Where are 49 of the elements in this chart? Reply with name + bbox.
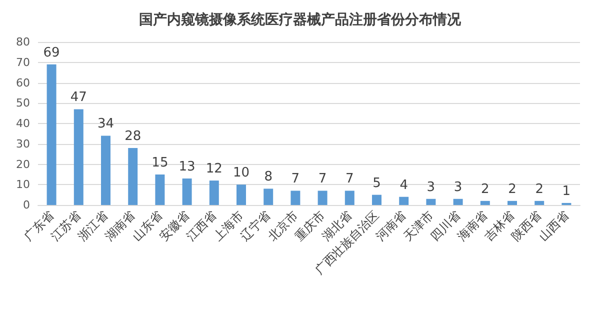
bar (290, 190, 300, 205)
data-label: 2 (535, 182, 544, 197)
bar (46, 64, 56, 205)
y-tick-label: 0 (23, 198, 30, 212)
bar (480, 200, 490, 205)
data-label: 12 (206, 162, 222, 177)
data-label: 28 (124, 128, 142, 144)
chart-title: 国产内窥镜摄像系统医疗器械产品注册省份分布情况 (139, 11, 462, 28)
bar (318, 190, 328, 205)
data-label: 5 (372, 176, 381, 191)
y-tick-label: 50 (16, 96, 30, 110)
bar (264, 188, 274, 205)
data-label: 7 (291, 172, 300, 187)
bar (453, 198, 463, 205)
y-tick-label: 70 (16, 56, 30, 69)
data-label: 2 (481, 182, 490, 197)
bar (426, 198, 436, 205)
data-label: 10 (232, 166, 250, 181)
bar (508, 200, 517, 205)
data-label: 13 (178, 160, 196, 175)
bar (209, 180, 219, 205)
data-label: 7 (318, 172, 327, 187)
data-label: 8 (264, 170, 272, 185)
y-tick-label: 30 (16, 137, 30, 150)
bar (101, 136, 110, 205)
data-label: 15 (152, 155, 168, 170)
bar (128, 148, 138, 205)
data-label: 7 (346, 172, 354, 187)
y-tick-label: 40 (16, 117, 30, 130)
bar (182, 178, 192, 205)
bar (399, 196, 409, 205)
bar (372, 194, 382, 205)
data-label: 3 (426, 180, 436, 195)
data-label: 1 (562, 184, 571, 199)
bar (344, 190, 354, 205)
y-tick-label: 80 (16, 36, 30, 48)
y-tick-label: 20 (16, 158, 30, 171)
data-label: 47 (70, 90, 87, 106)
bar (155, 174, 165, 205)
y-tick-label: 10 (16, 178, 30, 192)
data-label: 2 (508, 182, 516, 197)
y-tick-label: 60 (16, 76, 30, 90)
bar (236, 184, 246, 205)
data-label: 69 (43, 45, 60, 60)
bar (534, 200, 544, 205)
data-label: 3 (454, 180, 462, 195)
bar (74, 109, 84, 205)
data-label: 4 (400, 178, 408, 193)
data-label: 34 (97, 116, 114, 132)
